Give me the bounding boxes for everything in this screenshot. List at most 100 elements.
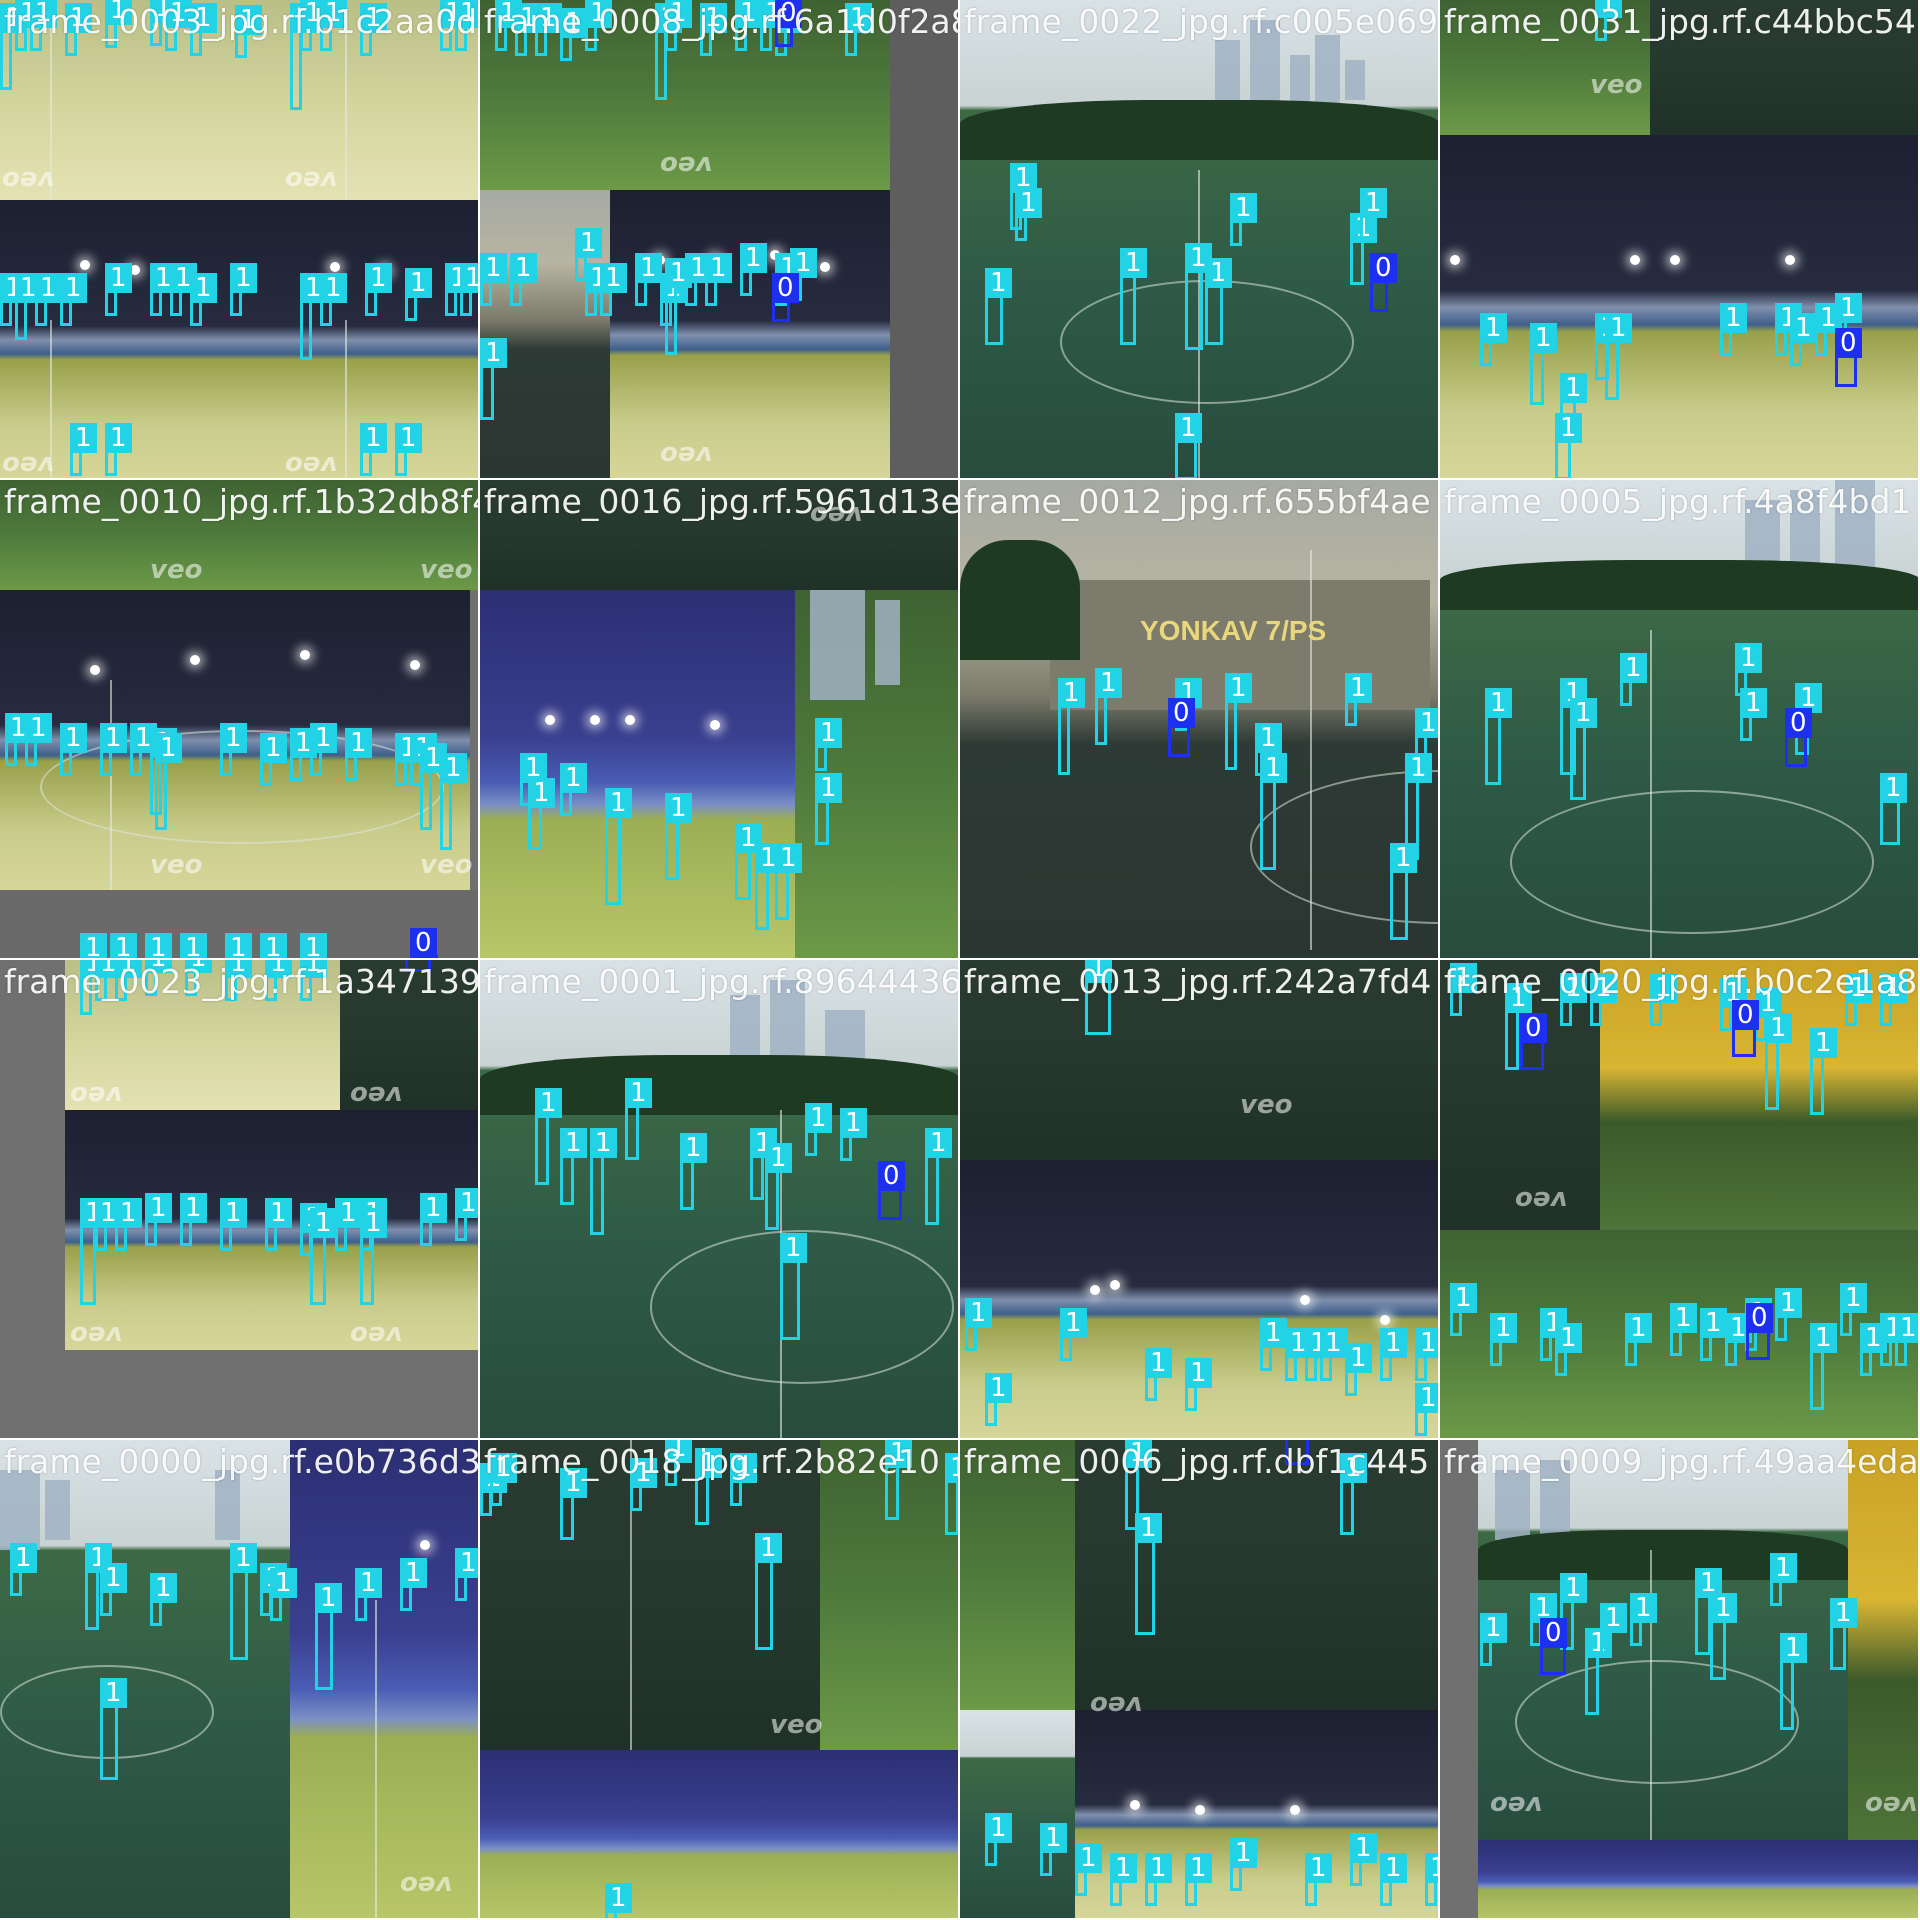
player-class-label: 1 [1135,1513,1162,1543]
player-detection-box: 1 [760,0,787,51]
player-detection-box: 1 [220,723,247,776]
player-detection-box: 1 [685,253,712,306]
image-region [1440,135,1650,478]
player-detection-box: 1 [405,268,432,321]
player-class-label: 1 [605,788,632,818]
player-detection-box: 1 [1480,1613,1507,1666]
veo-watermark: veo [1865,1790,1918,1820]
player-class-label: 1 [1560,973,1587,1003]
veo-watermark: veo [2,450,55,480]
player-detection-box: 1 [105,263,132,316]
player-class-label: 1 [1415,708,1438,738]
player-detection-box: 1 [480,338,507,420]
player-detection-box: 1 [1720,978,1747,1031]
player-detection-box: 1 [105,423,132,476]
player-detection-box: 1 [1075,1843,1102,1896]
player-detection-box: 1 [560,763,587,816]
floodlight [710,720,720,730]
player-class-label: 1 [560,1468,587,1498]
centre-circle [650,1230,954,1384]
mosaic-tile: veo111111111111110frame_0006_jpg.rf.dbf1… [960,1440,1440,1920]
player-class-label: 1 [300,0,327,28]
player-detection-box: 1 [528,778,555,850]
image-region [0,200,275,478]
player-detection-box: 1 [1320,1328,1347,1381]
player-detection-box: 1 [1725,1313,1752,1366]
centre-circle [0,1665,214,1759]
player-class-label: 1 [460,263,478,293]
mosaic-tile: veo 1 1 1 1 1 1 1 1 1 1 frame_0016_jpg.rf.5961d13e [480,480,960,960]
mosaic-tile: veo veo veo veo 1 1 1 1 1 1 1 1 1 1 1 1 1 1 1 1 1 1 1 1 1 1 1 1 1 1 1 1… [0,0,480,480]
ball-detection-box: 0 [1835,328,1862,387]
player-detection-box: 1 [1775,303,1802,356]
veo-watermark: veo [420,555,473,585]
player-class-label: 1 [1880,973,1907,1003]
player-detection-box: 1 [885,1440,912,1520]
player-detection-box: 1 [440,753,467,850]
player-class-label: 1 [560,8,587,38]
player-detection-box: 1 [665,793,692,880]
player-class-label: 1 [735,0,762,28]
player-class-label: 1 [1110,1853,1137,1883]
player-class-label: 1 [115,1198,142,1228]
player-detection-box: 1 [1560,973,1587,1026]
player-detection-box: 1 [300,0,327,51]
ball-class-label: 0 [410,928,437,958]
city-building [45,1480,70,1540]
veo-watermark: veo [660,150,713,180]
player-detection-box: 1 [15,0,42,51]
player-detection-box: 1 [5,713,32,766]
player-detection-box: 1 [1125,1440,1152,1530]
player-detection-box: 1 [1345,673,1372,726]
ball-class-label: 0 [1168,698,1195,728]
player-detection-box: 1 [495,0,522,51]
player-detection-box: 1 [1880,773,1907,845]
floodlight [1450,255,1460,265]
player-detection-box: 1 [1260,753,1287,870]
player-class-label: 1 [1880,773,1907,803]
floodlight [1300,1295,1310,1305]
player-detection-box: 1 [510,253,537,306]
player-class-label: 1 [395,423,422,453]
player-detection-box: 1 [1110,1853,1137,1906]
player-class-label: 1 [1720,303,1747,333]
player-class-label: 1 [270,1568,297,1598]
player-detection-box: 1 [1480,313,1507,366]
player-class-label: 1 [105,263,132,293]
player-detection-box: 1 [300,273,327,360]
player-class-label: 1 [1095,668,1122,698]
player-class-label: 1 [345,728,372,758]
player-class-label: 1 [1650,973,1677,1003]
city-building [1495,1470,1530,1540]
ball-detection-box: 0 [1168,698,1195,757]
player-class-label: 1 [1390,843,1417,873]
halfway-line [345,0,347,200]
player-class-label: 1 [1060,1308,1087,1338]
player-class-label: 1 [230,263,257,293]
player-detection-box: 1 [445,263,472,316]
player-detection-box: 1 [1135,1513,1162,1635]
player-class-label: 1 [455,1548,478,1578]
player-detection-box: 1 [270,1568,297,1621]
player-class-label: 1 [25,713,52,743]
player-detection-box: 1 [1740,688,1767,741]
player-detection-box: 1 [605,1883,632,1918]
player-class-label: 1 [1845,973,1872,1003]
image-region [65,960,340,1110]
player-class-label: 1 [230,1543,257,1573]
stadium-sign: YONKAV 7/PS [1140,615,1327,646]
image-region [290,1440,478,1918]
player-detection-box: 1 [1120,248,1147,345]
veo-watermark: veo [350,1080,403,1110]
player-class-label: 1 [1015,188,1042,218]
player-class-label: 1 [165,0,192,28]
player-detection-box: 1 [395,423,422,476]
player-detection-box: 1 [1555,413,1582,478]
floodlight [820,262,830,272]
ball-class-label: 0 [1370,253,1397,283]
player-class-label: 1 [335,1198,362,1228]
player-detection-box: 1 [590,1128,617,1235]
player-class-label: 1 [190,273,217,303]
player-class-label: 1 [1840,1283,1867,1313]
